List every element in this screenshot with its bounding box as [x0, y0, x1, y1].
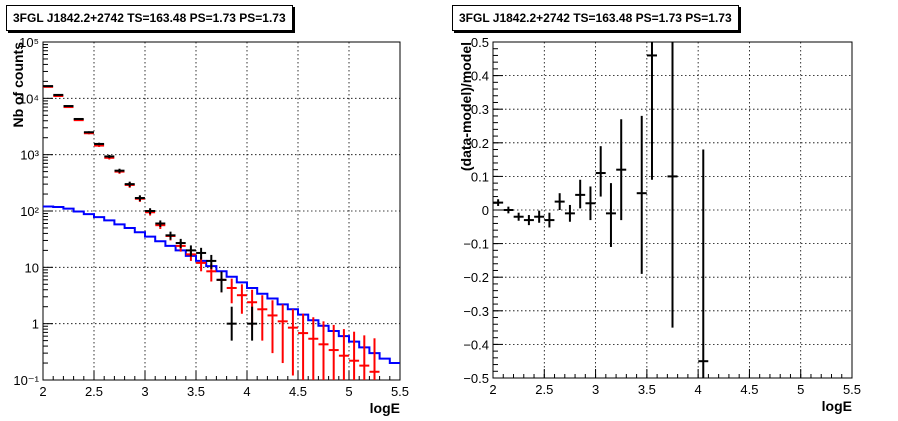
model-count-point: [308, 317, 319, 380]
y-tick-label: −0.1: [463, 237, 489, 252]
y-tick-label: 10⁵: [19, 35, 39, 50]
data-count-point: [165, 231, 176, 240]
y-tick-label: 0.1: [471, 169, 489, 184]
x-tick-label: 5: [345, 384, 352, 399]
data-count-point: [43, 85, 54, 88]
residual-point: [575, 179, 586, 209]
y-tick-label: −0.2: [463, 270, 489, 285]
y-tick-label: 0.3: [471, 102, 489, 117]
y-axis-title: Nb of counts: [10, 42, 26, 128]
model-count-point: [236, 284, 247, 314]
chart-title-left: 3FGL J1842.2+2742 TS=163.48 PS=1.73 PS=1…: [6, 5, 293, 31]
x-tick-label: 2: [489, 382, 496, 397]
x-tick-label: 4.5: [289, 384, 307, 399]
x-axis-title: logE: [370, 400, 400, 416]
residual-point: [513, 212, 524, 221]
y-tick-label: −0.4: [463, 337, 489, 352]
model-count-point: [287, 309, 298, 376]
y-axis-title: (data-model)/model: [458, 42, 474, 171]
residual-point: [605, 183, 616, 247]
y-tick-label: −0.3: [463, 304, 489, 319]
residual-point: [667, 42, 678, 328]
residual-point: [585, 186, 596, 221]
y-tick-label: 0.5: [471, 35, 489, 50]
y-tick-label: 10³: [20, 148, 39, 163]
x-axis-title: logE: [822, 398, 852, 414]
data-count-point: [124, 181, 135, 187]
x-tick-label: 3: [141, 384, 148, 399]
chart-title-right: 3FGL J1842.2+2742 TS=163.48 PS=1.73 PS=1…: [452, 5, 739, 31]
x-tick-label: 4: [695, 382, 702, 397]
data-count-point: [155, 220, 166, 227]
residual-chart: 2 2.5 3 3.5 4 4.5 5 5.5 −0.5 −0.4 −0.3 −0.2 −0.1 0 0.1…: [458, 35, 861, 414]
data-count-point: [104, 154, 115, 159]
y-tick-label: 10²: [20, 204, 39, 219]
y-tick-label: 10⁴: [19, 91, 39, 106]
residual-point: [564, 204, 575, 222]
x-tick-label: 3.5: [187, 384, 205, 399]
residual-point: [534, 210, 545, 223]
x-tick-label: 3.5: [638, 382, 656, 397]
data-count-point: [196, 247, 207, 260]
y-tick-label: 0.4: [471, 69, 489, 84]
y-tick-label: 0.2: [471, 136, 489, 151]
model-count-point: [369, 338, 380, 380]
residual-point: [616, 119, 627, 221]
model-count-point: [318, 321, 329, 380]
data-count-point: [73, 117, 84, 120]
x-tick-label: 2: [39, 384, 46, 399]
data-count-point: [94, 142, 105, 146]
y-tick-label: 1: [32, 317, 39, 332]
x-tick-label: 4: [243, 384, 250, 399]
data-count-point: [134, 195, 145, 202]
residual-point: [523, 215, 534, 226]
model-count-point: [257, 295, 268, 341]
data-count-point: [63, 105, 74, 108]
y-tick-label: 10⁻¹: [13, 373, 39, 388]
model-count-point: [226, 278, 237, 304]
data-count-point: [145, 208, 156, 215]
residual-point: [493, 199, 504, 206]
data-count-point: [247, 306, 258, 341]
residual-point: [646, 42, 657, 180]
y-tick-label: 10: [25, 260, 39, 275]
residual-point: [636, 115, 647, 274]
data-count-point: [53, 93, 64, 96]
model-count-point: [359, 335, 370, 380]
model-count-point: [298, 313, 309, 380]
data-count-point: [226, 306, 237, 341]
data-count-point: [216, 271, 227, 293]
x-tick-label: 2.5: [85, 384, 103, 399]
y-tick-label: 0: [482, 203, 489, 218]
model-count-point: [277, 304, 288, 364]
x-tick-label: 2.5: [535, 382, 553, 397]
model-count-point: [328, 324, 339, 380]
residual-point: [503, 206, 514, 214]
x-tick-label: 5: [797, 382, 804, 397]
counts-chart: 2 2.5 3 3.5 4 4.5 5 5.5 10⁻¹ 1 10 10² 10³ 10⁴ 10⁵ logE N…: [10, 35, 409, 416]
data-count-point: [114, 168, 125, 173]
model-count-point: [267, 300, 278, 354]
model-step-line: [43, 205, 400, 365]
data-count-point: [206, 254, 217, 269]
model-count-point: [349, 331, 360, 380]
residual-point: [544, 212, 555, 228]
residual-point: [554, 193, 565, 210]
residual-point: [698, 149, 709, 378]
x-tick-label: 5.5: [843, 382, 861, 397]
y-tick-label: −0.5: [463, 371, 489, 386]
plot-frame: [42, 41, 401, 381]
residual-point: [595, 146, 606, 197]
data-count-point: [83, 131, 94, 134]
x-tick-label: 5.5: [391, 384, 409, 399]
data-count-point: [185, 245, 196, 257]
model-count-point: [338, 329, 349, 380]
x-tick-label: 4.5: [740, 382, 758, 397]
data-count-point: [175, 238, 186, 249]
x-tick-label: 3: [592, 382, 599, 397]
